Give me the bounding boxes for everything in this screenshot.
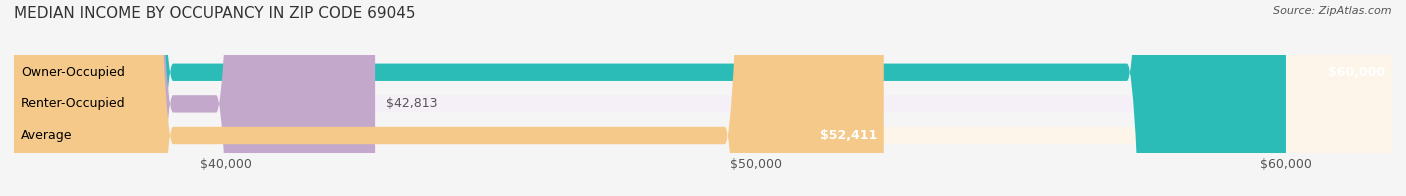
FancyBboxPatch shape <box>14 0 1392 196</box>
Text: Renter-Occupied: Renter-Occupied <box>21 97 125 110</box>
Text: Source: ZipAtlas.com: Source: ZipAtlas.com <box>1274 6 1392 16</box>
Text: $52,411: $52,411 <box>820 129 877 142</box>
Text: Owner-Occupied: Owner-Occupied <box>21 66 125 79</box>
Text: Average: Average <box>21 129 73 142</box>
FancyBboxPatch shape <box>14 0 1392 196</box>
FancyBboxPatch shape <box>14 0 1392 196</box>
FancyBboxPatch shape <box>14 0 1286 196</box>
Text: $42,813: $42,813 <box>387 97 437 110</box>
Text: $60,000: $60,000 <box>1327 66 1385 79</box>
Text: MEDIAN INCOME BY OCCUPANCY IN ZIP CODE 69045: MEDIAN INCOME BY OCCUPANCY IN ZIP CODE 6… <box>14 6 416 21</box>
FancyBboxPatch shape <box>14 0 375 196</box>
FancyBboxPatch shape <box>14 0 884 196</box>
